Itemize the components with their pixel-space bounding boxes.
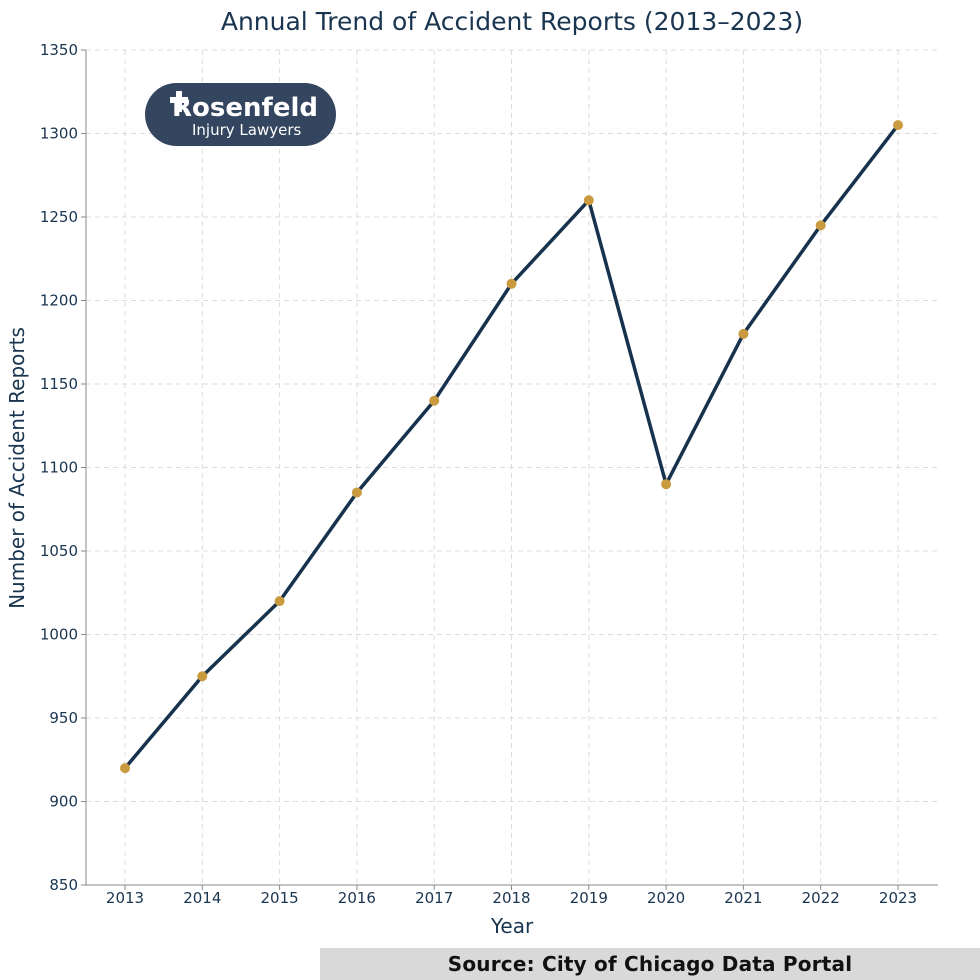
y-tick-label: 1150 [40,375,78,393]
y-tick-label: 1100 [40,459,78,477]
x-tick-label: 2013 [106,889,144,907]
x-tick-label: 2020 [647,889,685,907]
data-point-2022 [815,220,826,231]
x-axis-label: Year [490,914,534,938]
series-layer [120,120,903,774]
data-point-2021 [738,328,749,339]
data-point-2013 [120,763,130,774]
data-point-2020 [661,479,672,490]
y-axis-label: Number of Accident Reports [5,327,29,609]
data-point-2016 [351,487,362,498]
y-tick-label: 1350 [40,41,78,59]
x-tick-label: 2016 [338,889,376,907]
y-tick-label: 950 [49,709,78,727]
data-point-2017 [429,395,440,406]
x-tick-label: 2022 [802,889,840,907]
logo-cross-icon [170,91,188,112]
logo-wordmark: Rosenfeld [172,93,318,123]
y-tick-label: 1300 [40,125,78,143]
x-tick-label: 2023 [879,889,917,907]
data-point-2015 [274,596,285,607]
x-tick-label: 2019 [570,889,608,907]
x-tick-label: 2018 [492,889,530,907]
data-point-2023 [893,120,903,131]
x-axis-ticks: 2013 2014 2015 2016 2017 2018 2019 2020 2021 2022… [106,885,917,907]
grid-lines [86,49,938,885]
y-tick-label: 1200 [40,292,78,310]
x-tick-label: 2014 [183,889,221,907]
data-point-2018 [506,278,517,289]
y-tick-label: 900 [49,793,78,811]
logo-subtext: Injury Lawyers [192,121,302,139]
data-point-2019 [583,195,594,206]
chart-title: Annual Trend of Accident Reports (2013–2… [221,7,803,36]
logo-badge [145,83,336,146]
y-tick-label: 1000 [40,626,78,644]
y-tick-label: 1050 [40,542,78,560]
data-point-2014 [197,671,208,682]
source-caption: Source: City of Chicago Data Portal [320,948,980,980]
y-tick-label: 850 [49,876,78,894]
x-tick-label: 2015 [261,889,299,907]
y-tick-label: 1250 [40,208,78,226]
x-tick-label: 2021 [724,889,762,907]
rosenfeld-logo: Rosenfeld Injury Lawyers [145,83,336,146]
x-tick-label: 2017 [415,889,453,907]
source-label: Source: City of Chicago Data Portal [447,952,853,976]
y-axis-ticks: 850 900 950 1000 1050 1100 1150 1200 1250 1300 135… [40,41,86,894]
